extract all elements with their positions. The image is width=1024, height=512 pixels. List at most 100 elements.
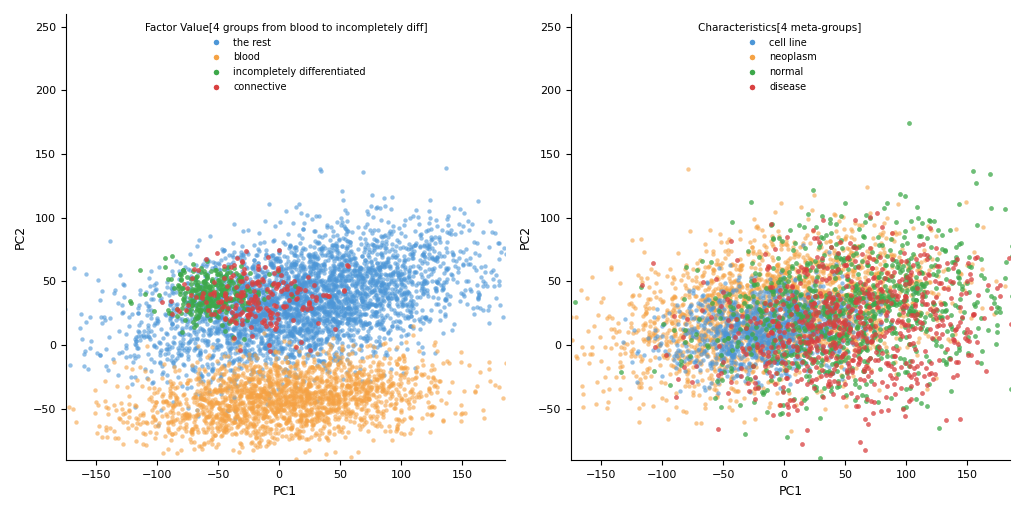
Point <box>367 271 383 279</box>
Point <box>280 379 296 388</box>
Point <box>796 268 812 276</box>
Point <box>944 335 961 343</box>
Point <box>432 262 449 270</box>
Point <box>918 347 934 355</box>
Point <box>896 291 912 300</box>
Point <box>801 303 817 311</box>
Point <box>815 269 831 277</box>
Point <box>719 329 735 337</box>
Point <box>825 316 842 325</box>
Point <box>772 314 788 323</box>
Point <box>765 275 781 284</box>
Point <box>284 267 300 275</box>
Point <box>266 292 283 300</box>
Point <box>893 257 909 265</box>
Point <box>332 327 348 335</box>
Point <box>728 372 744 380</box>
Point <box>249 320 265 328</box>
Point <box>367 293 383 301</box>
Point <box>856 365 872 373</box>
Point <box>872 308 889 316</box>
Point <box>296 278 312 286</box>
Point <box>305 283 322 291</box>
Point <box>241 308 257 316</box>
Point <box>276 344 293 352</box>
Point <box>828 322 845 330</box>
Point <box>306 285 323 293</box>
Point <box>348 319 365 327</box>
Point <box>290 300 306 308</box>
Point <box>725 309 741 317</box>
Point <box>717 247 733 255</box>
Point <box>165 338 181 347</box>
Point <box>873 298 890 307</box>
Point <box>378 287 394 295</box>
Point <box>136 327 153 335</box>
Point <box>402 296 419 304</box>
Point <box>743 334 760 342</box>
Point <box>224 295 241 303</box>
Point <box>348 390 365 398</box>
Point <box>385 270 401 279</box>
Point <box>470 295 486 303</box>
Point <box>204 424 220 433</box>
Point <box>362 202 379 210</box>
Point <box>350 280 367 288</box>
Point <box>814 286 830 294</box>
Point <box>671 306 687 314</box>
Point <box>732 340 749 348</box>
Point <box>798 300 814 308</box>
Point <box>289 328 305 336</box>
Point <box>364 382 380 391</box>
Point <box>232 308 249 316</box>
Point <box>243 292 259 300</box>
Point <box>217 290 233 298</box>
Point <box>732 306 749 314</box>
Point <box>790 309 806 317</box>
Point <box>783 303 800 311</box>
Point <box>465 304 481 312</box>
Point <box>230 447 247 456</box>
Point <box>230 371 247 379</box>
Point <box>851 289 867 297</box>
Point <box>218 288 234 296</box>
Point <box>246 316 262 325</box>
Point <box>172 268 188 276</box>
Point <box>157 310 173 318</box>
Point <box>271 282 288 290</box>
Point <box>334 342 350 350</box>
Point <box>250 311 266 319</box>
Point <box>49 345 66 353</box>
Point <box>302 278 318 286</box>
Point <box>313 280 330 288</box>
Point <box>617 349 634 357</box>
Point <box>182 271 199 280</box>
Point <box>219 305 236 313</box>
Point <box>835 318 851 327</box>
Point <box>365 358 381 367</box>
Point <box>969 338 985 346</box>
Point <box>801 376 817 385</box>
Point <box>152 359 168 367</box>
Point <box>395 288 412 296</box>
Point <box>800 289 816 297</box>
Point <box>322 400 338 408</box>
Point <box>194 445 210 454</box>
Point <box>322 358 338 367</box>
Point <box>696 240 713 248</box>
Point <box>364 288 380 296</box>
Point <box>826 334 843 342</box>
Point <box>180 329 197 337</box>
Point <box>262 329 279 337</box>
Point <box>253 388 269 396</box>
Point <box>331 248 347 257</box>
Point <box>359 394 376 402</box>
Point <box>230 293 247 302</box>
Point <box>195 282 211 290</box>
Point <box>242 307 258 315</box>
Point <box>746 215 763 223</box>
Point <box>787 283 804 291</box>
Point <box>332 310 348 318</box>
Point <box>218 416 234 424</box>
Point <box>175 391 191 399</box>
